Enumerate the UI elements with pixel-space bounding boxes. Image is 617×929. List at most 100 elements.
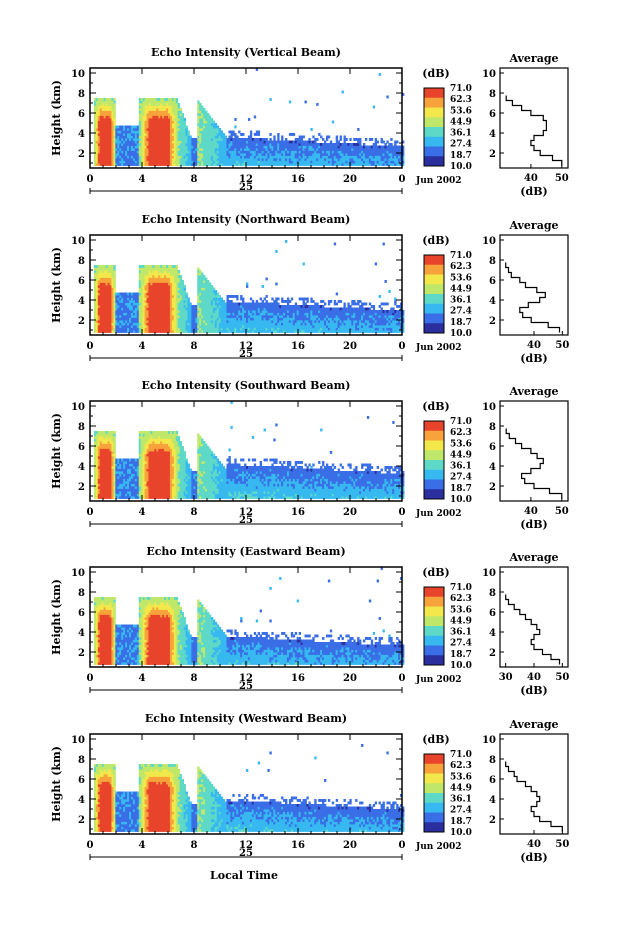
heatmap-cell: [246, 322, 249, 326]
heatmap-cell: [228, 317, 231, 321]
heatmap-cell: [318, 327, 321, 331]
heatmap-cell: [168, 155, 171, 159]
heatmap-cell: [205, 282, 208, 286]
heatmap-cell: [158, 307, 161, 311]
heatmap-cell: [199, 270, 202, 273]
heatmap-cell: [347, 148, 350, 151]
heatmap-cell: [121, 300, 124, 303]
heatmap-cell: [201, 145, 204, 149]
heatmap-cell: [310, 317, 313, 321]
heatmap-cell: [125, 150, 128, 154]
heatmap-cell: [166, 123, 169, 126]
colorbar-segment: [424, 117, 444, 120]
heatmap-cell: [220, 153, 223, 156]
heatmap-cell: [300, 150, 303, 154]
heatmap-cell: [162, 275, 165, 278]
heatmap-cell: [191, 158, 194, 161]
heatmap-cell: [175, 317, 179, 321]
heatmap-cell: [351, 158, 354, 161]
heatmap-cell: [125, 297, 128, 301]
heatmap-cell: [331, 148, 335, 151]
heatmap-cell: [156, 103, 159, 106]
heatmap-cell: [290, 330, 294, 333]
heatmap-cell: [169, 100, 173, 104]
heatmap-cell: [150, 160, 153, 164]
heatmap-cell: [234, 160, 237, 164]
heatmap-cell: [142, 282, 145, 286]
heatmap-cell: [353, 320, 356, 323]
heatmap-cell: [169, 133, 173, 136]
heatmap-cell: [337, 158, 340, 161]
heatmap-cell: [152, 110, 155, 114]
heatmap-cell: [357, 163, 360, 166]
colorbar-label: 53.6: [450, 106, 472, 116]
heatmap-cell: [97, 158, 101, 161]
heatmap-cell: [353, 310, 356, 313]
heatmap-cell: [107, 305, 110, 308]
heatmap-cell: [171, 307, 175, 311]
heatmap-cell: [335, 153, 339, 156]
heatmap-cell: [146, 330, 149, 333]
heatmap-cell: [238, 130, 241, 134]
heatmap-cell: [95, 280, 99, 283]
heatmap-cell: [363, 153, 366, 156]
heatmap-cell: [187, 130, 190, 134]
heatmap-cell: [343, 135, 346, 139]
heatmap-cell: [246, 148, 249, 151]
heatmap-cell: [175, 115, 179, 119]
heatmap-cell: [156, 133, 159, 136]
heatmap-cell: [185, 140, 188, 144]
heatmap-cell: [351, 302, 354, 306]
heatmap-cell: [156, 153, 159, 156]
heatmap-cell: [222, 302, 225, 306]
heatmap-cell: [279, 320, 282, 323]
heatmap-cell: [343, 307, 346, 311]
heatmap-cell: [119, 130, 122, 134]
heatmap-cell: [138, 115, 142, 119]
heatmap-cell: [107, 320, 110, 323]
heatmap-cell: [361, 305, 364, 308]
heatmap-cell: [329, 158, 333, 161]
heatmap-cell: [226, 160, 229, 164]
heatmap-cell: [140, 120, 144, 124]
heatmap-cell: [95, 160, 99, 164]
heatmap-cell: [222, 320, 225, 323]
heatmap-cell: [158, 325, 161, 328]
heatmap-cell: [95, 120, 99, 124]
heatmap-cell: [107, 292, 110, 296]
heatmap-cell: [402, 150, 405, 154]
heatmap-cell: [113, 317, 116, 321]
heatmap-cell: [121, 322, 124, 326]
colorbar-label: 44.9: [450, 117, 472, 127]
heatmap-cell: [183, 123, 186, 126]
heatmap-cell: [203, 295, 206, 298]
heatmap-cell: [240, 153, 243, 156]
heatmap-cell: [105, 98, 108, 101]
heatmap-cell: [132, 158, 136, 161]
heatmap-cell: [179, 143, 183, 146]
heatmap-cell: [130, 158, 134, 161]
heatmap-cell: [169, 145, 173, 149]
heatmap-cell: [169, 123, 173, 126]
heatmap-cell: [97, 285, 101, 288]
heatmap-cell: [205, 290, 208, 293]
heatmap-cell: [216, 292, 220, 296]
heatmap-cell: [277, 330, 280, 333]
heatmap-cell: [132, 297, 136, 301]
heatmap-cell: [160, 327, 163, 331]
heatmap-cell: [220, 330, 223, 333]
heatmap-cell: [95, 103, 99, 106]
heatmap-cell: [181, 287, 184, 291]
heatmap-cell: [372, 315, 376, 318]
heatmap-cell: [201, 140, 204, 144]
heatmap-cell: [240, 140, 243, 144]
heatmap-cell: [364, 155, 368, 159]
heatmap-cell: [259, 310, 262, 313]
heatmap-cell: [95, 300, 99, 303]
heatmap-cell: [292, 160, 296, 164]
heatmap-cell: [189, 143, 192, 146]
heatmap-cell: [123, 310, 126, 313]
heatmap-cell: [177, 120, 181, 124]
heatmap-cell: [244, 305, 247, 308]
heatmap-cell: [173, 163, 177, 166]
